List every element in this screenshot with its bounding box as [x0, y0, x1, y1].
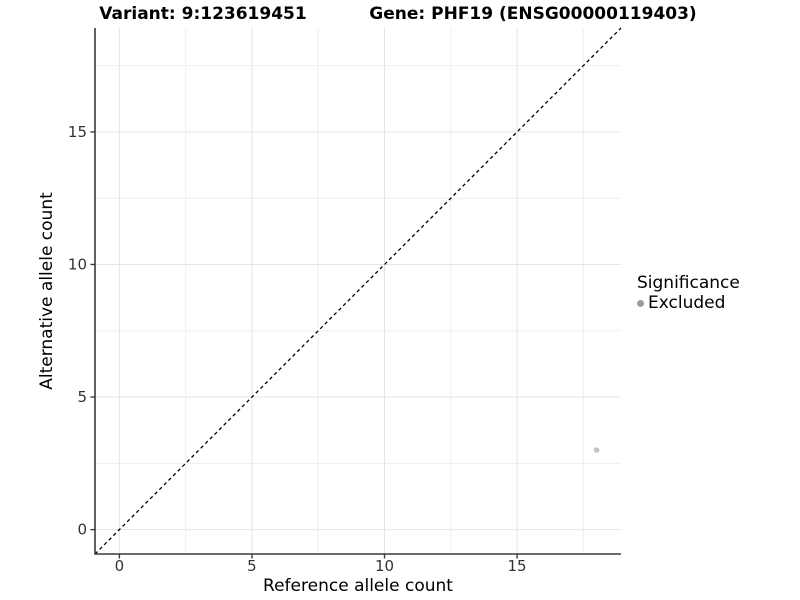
x-tick-label: 5 — [247, 557, 257, 575]
legend-item-label: Excluded — [648, 293, 726, 313]
x-axis-label: Reference allele count — [263, 576, 453, 596]
x-tick-label: 10 — [375, 557, 394, 575]
axis-lines — [94, 28, 621, 555]
variant-title: Variant: 9:123619451 — [99, 4, 307, 24]
legend: Significance Excluded — [637, 274, 740, 313]
excluded-point-icon — [637, 300, 644, 307]
y-tick-label: 10 — [68, 255, 87, 273]
gene-title: Gene: PHF19 (ENSG00000119403) — [369, 4, 697, 24]
y-tick-label: 15 — [68, 123, 87, 141]
identity-line — [94, 27, 622, 555]
legend-item-excluded: Excluded — [637, 294, 740, 313]
y-tick-label: 0 — [77, 521, 87, 539]
y-axis-label: Alternative allele count — [37, 192, 57, 390]
x-tick-label: 0 — [115, 557, 125, 575]
legend-title: Significance — [637, 273, 740, 293]
y-tick-label: 5 — [77, 388, 87, 406]
data-point — [593, 447, 600, 453]
x-tick-label: 15 — [508, 557, 527, 575]
